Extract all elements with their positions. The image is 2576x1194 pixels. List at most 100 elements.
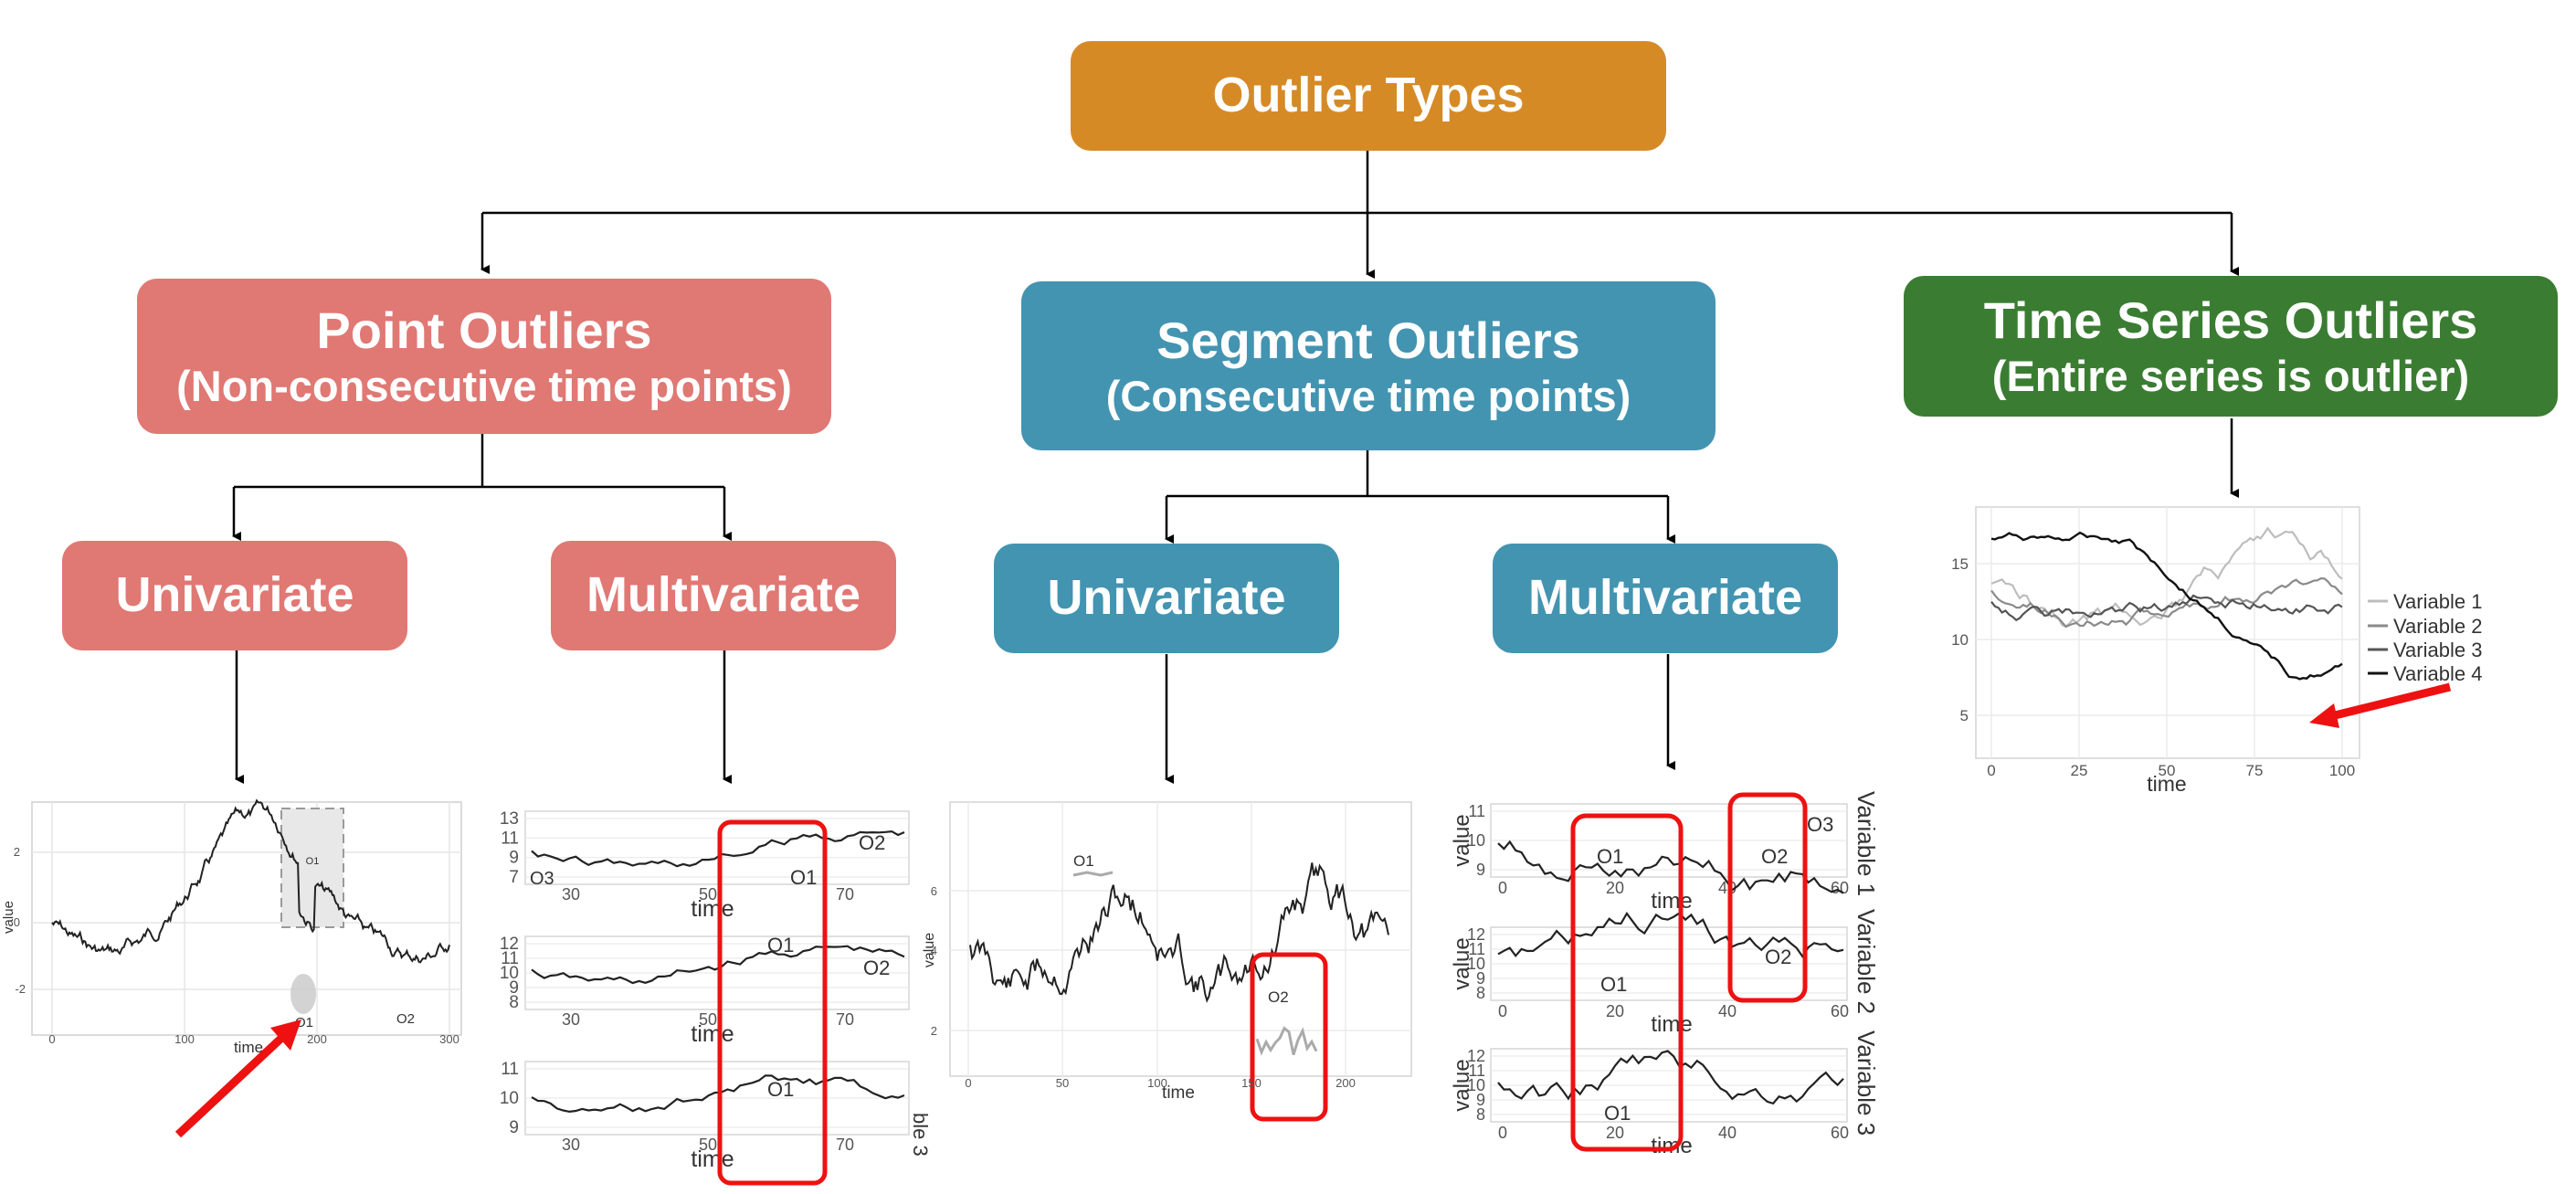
- strip-label-variable-2: Variable 2: [1853, 909, 1880, 1014]
- segment-univariate-label: Univariate: [1047, 570, 1286, 626]
- legend-label-variable-1: Variable 1: [2393, 590, 2482, 613]
- x-tick: 75: [2246, 762, 2264, 779]
- x-tick: 50: [1056, 1076, 1069, 1090]
- y-axis-label: value: [922, 933, 937, 967]
- x-tick: 70: [836, 1010, 854, 1029]
- x-tick: 40: [1718, 1002, 1737, 1020]
- series-line: [969, 862, 1389, 1003]
- y-tick: 10: [1467, 955, 1485, 973]
- segment-outliers-box: Segment Outliers (Consecutive time point…: [1021, 281, 1716, 450]
- x-axis-label: time: [691, 1021, 734, 1047]
- legend: Variable 1 Variable 2 Variable 3 Variabl…: [2368, 590, 2482, 685]
- outlier-segment-o2: [1255, 1026, 1318, 1056]
- red-arrow-head: [270, 1020, 301, 1051]
- y-tick: 10: [1467, 1076, 1485, 1094]
- x-tick: 30: [562, 885, 580, 903]
- x-tick: 200: [1336, 1076, 1356, 1090]
- x-tick: 50: [699, 1136, 717, 1154]
- series-line: [1497, 911, 1844, 958]
- series-outliers-subtitle: (Entire series is outlier): [1991, 352, 2470, 401]
- point-univariate-label: Univariate: [115, 567, 354, 623]
- y-tick: 0: [14, 915, 20, 929]
- y-tick: 7: [509, 868, 519, 887]
- annotation-o1: O1: [1073, 852, 1094, 870]
- y-tick: -2: [15, 982, 26, 996]
- y-tick: 9: [1476, 969, 1485, 988]
- x-tick: 50: [699, 885, 717, 903]
- x-tick: 150: [1241, 1076, 1262, 1090]
- segment-multivariate-label: Multivariate: [1527, 570, 1803, 626]
- outlier-highlight: [290, 974, 316, 1014]
- y-tick: 9: [1476, 861, 1485, 879]
- strip-label: ble 3: [909, 1113, 932, 1157]
- outlier-highlight-box: [1250, 952, 1328, 1122]
- x-axis-label: time: [691, 1146, 734, 1172]
- annotation-o1: O1: [767, 934, 794, 956]
- series-outliers-box: Time Series Outliers (Entire series is o…: [1904, 276, 2558, 417]
- legend-label-variable-2: Variable 2: [2393, 615, 2482, 638]
- annotation-o1: O1: [767, 1078, 794, 1101]
- outlier-highlight-box-o1: [1570, 813, 1684, 1152]
- red-arrow-shaft: [174, 1026, 294, 1138]
- y-axis-label: value: [1, 901, 16, 934]
- annotation-o3: O3: [530, 869, 554, 889]
- x-tick: 60: [1831, 1124, 1849, 1142]
- x-tick: 200: [307, 1032, 327, 1046]
- series-outliers-title: Time Series Outliers: [1983, 291, 2478, 350]
- x-tick: 100: [1147, 1076, 1167, 1090]
- y-tick: 9: [1476, 1091, 1485, 1109]
- x-tick: 0: [48, 1032, 55, 1046]
- x-tick: 100: [174, 1032, 195, 1046]
- y-tick: 13: [500, 809, 519, 829]
- outlier-segment-o1: [1072, 871, 1114, 877]
- y-tick: 6: [931, 884, 937, 898]
- series-line: [1497, 1050, 1844, 1105]
- point-outliers-box: Point Outliers (Non-consecutive time poi…: [137, 279, 831, 434]
- x-tick: 300: [439, 1032, 459, 1046]
- annotation-o2: O2: [1765, 946, 1791, 968]
- x-tick: 20: [1606, 1002, 1624, 1020]
- red-arrow-shaft: [2326, 682, 2452, 722]
- y-tick: 11: [501, 829, 519, 848]
- segment-outliers-subtitle: (Consecutive time points): [1105, 371, 1631, 420]
- y-tick: 4: [931, 944, 937, 957]
- annotation-o1: O1: [295, 1015, 313, 1030]
- x-tick: 0: [1987, 762, 1995, 779]
- y-tick: 9: [509, 978, 519, 998]
- y-tick: 10: [500, 1089, 519, 1108]
- annotation-o1: O1: [1600, 973, 1627, 996]
- x-tick: 0: [1498, 879, 1507, 897]
- annotation-o2: O2: [1268, 988, 1289, 1006]
- strip-label-variable-3: Variable 3: [1853, 1030, 1880, 1136]
- point-outliers-title: Point Outliers: [316, 301, 652, 360]
- legend-label-variable-4: Variable 4: [2393, 662, 2482, 685]
- y-tick: 12: [1467, 925, 1485, 944]
- x-tick: 20: [1606, 879, 1624, 897]
- x-tick: 20: [1606, 1124, 1624, 1142]
- y-tick: 8: [509, 993, 519, 1012]
- strip-label-variable-1: Variable 1: [1853, 791, 1880, 896]
- x-tick: 100: [2329, 762, 2355, 779]
- red-arrow-head: [2309, 703, 2339, 728]
- x-tick: 30: [562, 1010, 580, 1029]
- legend-label-variable-3: Variable 3: [2393, 639, 2482, 661]
- y-axis-label: value: [1450, 937, 1474, 989]
- segment-univariate-box: Univariate: [994, 544, 1339, 653]
- outlier-zoom-box: [280, 808, 344, 928]
- x-axis-label: time: [2147, 772, 2186, 796]
- x-tick: 50: [699, 1010, 717, 1029]
- y-tick: 5: [1960, 707, 1969, 724]
- annotation-o1-zoom: O1: [306, 856, 320, 867]
- x-tick: 0: [965, 1076, 971, 1090]
- y-tick: 8: [1476, 1105, 1485, 1124]
- annotation-o2: O2: [863, 956, 890, 979]
- outlier-highlight-box-o2: [1727, 792, 1808, 1003]
- point-multivariate-label: Multivariate: [586, 567, 861, 623]
- x-axis-label: time: [1651, 1012, 1692, 1037]
- y-tick: 15: [1951, 555, 1969, 573]
